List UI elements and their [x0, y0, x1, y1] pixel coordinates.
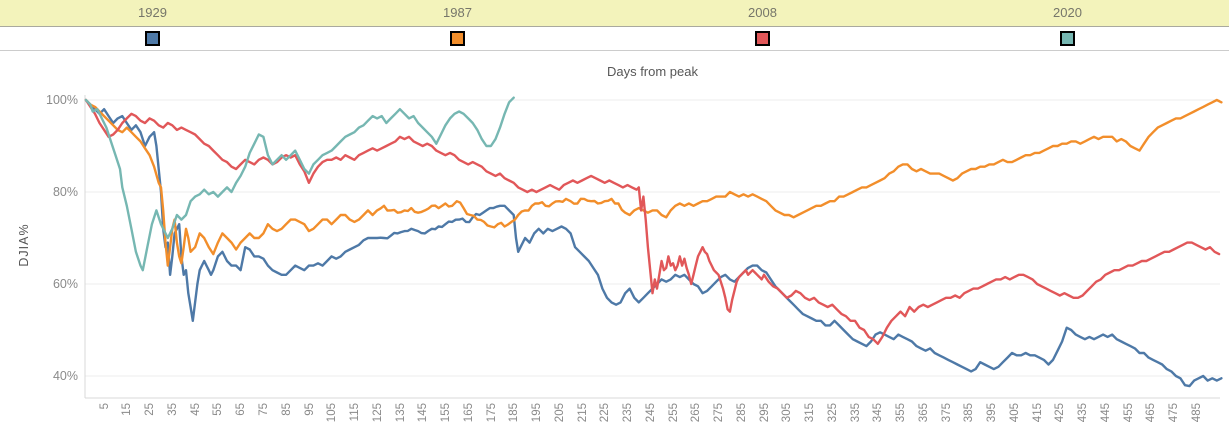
x-tick-125: 125 [371, 403, 384, 423]
x-tick-295: 295 [758, 403, 771, 423]
year-header-1987: 1987 [443, 5, 472, 20]
legend-swatch-1987[interactable] [450, 31, 465, 46]
series-line-2008[interactable] [84, 98, 1221, 345]
x-tick-325: 325 [826, 403, 839, 423]
x-tick-205: 205 [553, 403, 566, 423]
x-tick-135: 135 [394, 403, 407, 423]
x-tick-225: 225 [599, 403, 612, 423]
x-tick-395: 395 [986, 403, 999, 423]
year-header-1929: 1929 [138, 5, 167, 20]
x-tick-405: 405 [1008, 403, 1021, 423]
x-tick-245: 245 [644, 403, 657, 423]
x-tick-75: 75 [257, 403, 270, 416]
year-header-2020: 2020 [1053, 5, 1082, 20]
legend-band [0, 27, 1229, 51]
y-axis-title: DJIA% [2, 95, 32, 395]
x-tick-85: 85 [280, 403, 293, 416]
series-line-2020[interactable] [84, 96, 515, 272]
y-tick-60: 60% [52, 277, 78, 291]
x-tick-285: 285 [735, 403, 748, 423]
x-tick-235: 235 [622, 403, 635, 423]
x-tick-95: 95 [303, 403, 316, 416]
x-tick-445: 445 [1099, 403, 1112, 423]
year-header-2008: 2008 [748, 5, 777, 20]
x-tick-435: 435 [1077, 403, 1090, 423]
x-tick-255: 255 [667, 403, 680, 423]
x-tick-25: 25 [144, 403, 157, 416]
x-tick-485: 485 [1190, 403, 1203, 423]
series-line-1987[interactable] [84, 98, 1223, 267]
x-tick-365: 365 [917, 403, 930, 423]
y-tick-100: 100% [46, 93, 78, 107]
chart-title: Days from peak [606, 64, 699, 79]
x-tick-185: 185 [508, 403, 521, 423]
x-tick-305: 305 [781, 403, 794, 423]
x-tick-375: 375 [940, 403, 953, 423]
x-tick-385: 385 [963, 403, 976, 423]
x-tick-175: 175 [485, 403, 498, 423]
series-line-1929[interactable] [84, 98, 1223, 388]
y-axis-title-text: DJIA% [17, 223, 31, 267]
y-tick-40: 40% [52, 369, 78, 383]
x-tick-115: 115 [349, 403, 362, 422]
x-tick-145: 145 [417, 403, 430, 423]
y-tick-80: 80% [52, 185, 78, 199]
x-tick-415: 415 [1031, 403, 1044, 423]
x-tick-345: 345 [872, 403, 885, 423]
x-tick-335: 335 [849, 403, 862, 423]
legend-swatch-2008[interactable] [755, 31, 770, 46]
x-tick-35: 35 [166, 403, 179, 416]
x-tick-455: 455 [1122, 403, 1135, 423]
x-tick-5: 5 [98, 403, 111, 410]
x-tick-155: 155 [440, 403, 453, 423]
year-header-band: 1929 1987 2008 2020 [0, 0, 1229, 27]
x-tick-355: 355 [895, 403, 908, 423]
x-tick-315: 315 [804, 403, 817, 423]
legend-swatch-1929[interactable] [145, 31, 160, 46]
x-tick-215: 215 [576, 403, 589, 423]
x-tick-465: 465 [1145, 403, 1158, 423]
x-tick-15: 15 [121, 403, 134, 416]
x-tick-165: 165 [462, 403, 475, 423]
x-tick-65: 65 [235, 403, 248, 416]
x-tick-45: 45 [189, 403, 202, 416]
x-tick-265: 265 [690, 403, 703, 423]
x-tick-55: 55 [212, 403, 225, 416]
x-tick-195: 195 [531, 403, 544, 423]
x-tick-275: 275 [713, 403, 726, 423]
legend-swatch-2020[interactable] [1060, 31, 1075, 46]
x-tick-475: 475 [1168, 403, 1181, 423]
x-tick-425: 425 [1054, 403, 1067, 423]
x-tick-105: 105 [326, 403, 339, 423]
